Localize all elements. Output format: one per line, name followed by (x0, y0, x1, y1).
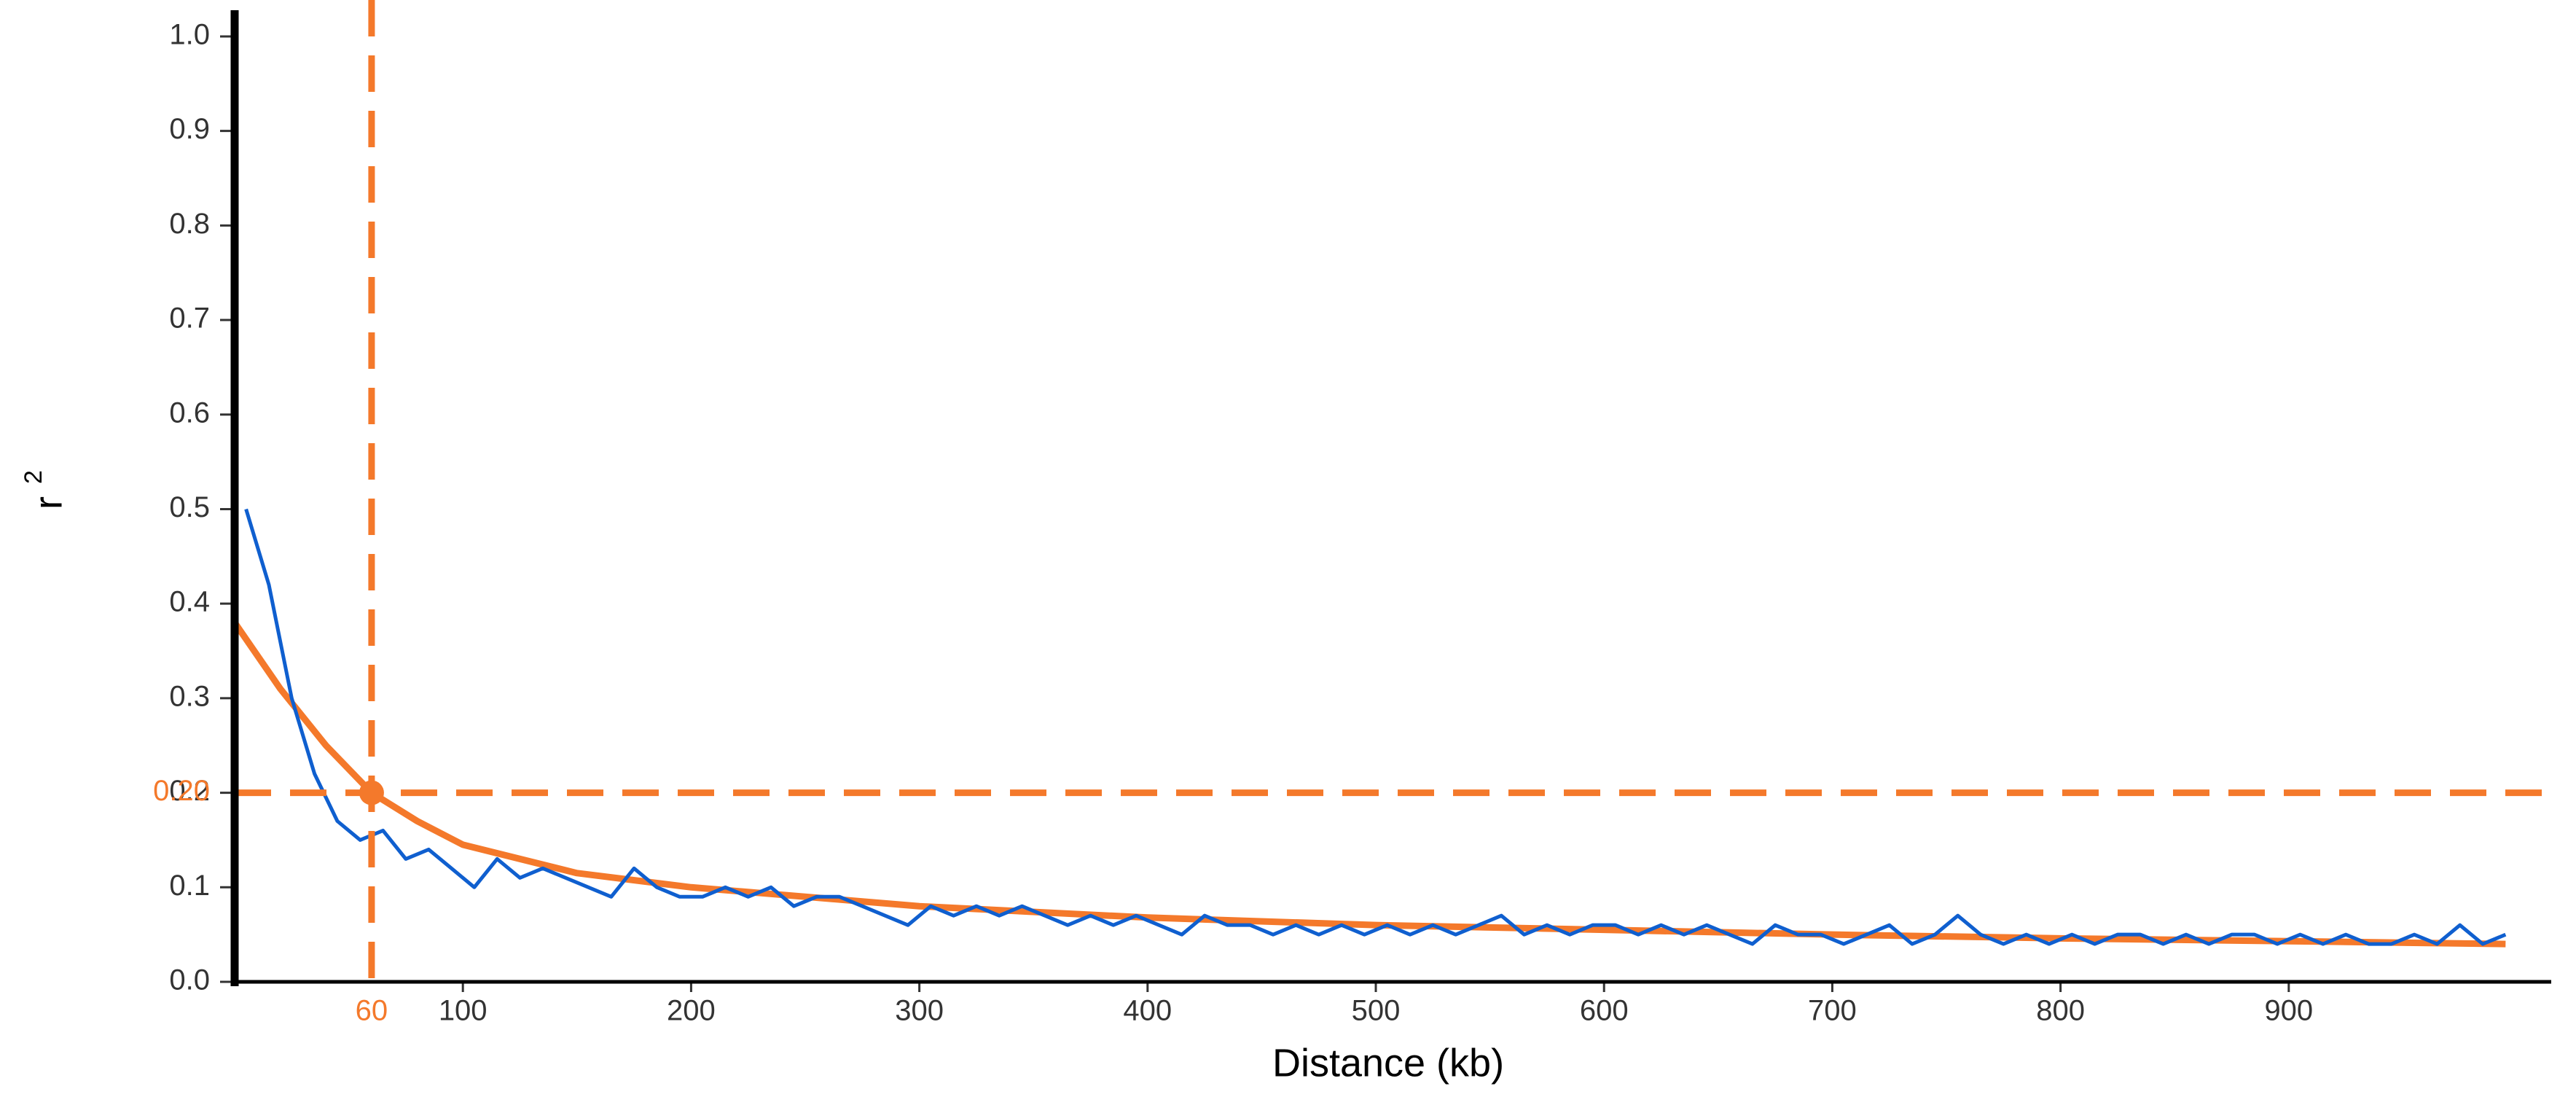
y-tick-label: 0.8 (169, 208, 210, 240)
x-tick-label: 600 (1580, 995, 1629, 1027)
y-tick-label: 0.2 (169, 775, 210, 807)
y-tick-label: 0.0 (169, 964, 210, 996)
fit-line (232, 620, 2506, 948)
y-axis-label: r (26, 496, 70, 510)
x-tick-label: 500 (1352, 995, 1401, 1027)
x-tick-label: 900 (2264, 995, 2313, 1027)
y-tick-label: 0.5 (169, 491, 210, 523)
y-tick-label: 0.4 (169, 586, 210, 618)
x-tick-label: 700 (1808, 995, 1857, 1027)
x-axis-label: Distance (kb) (1272, 1041, 1504, 1085)
threshold-x-label: 60 (356, 995, 388, 1027)
y-tick-label: 0.7 (169, 302, 210, 335)
x-tick-label: 100 (439, 995, 488, 1027)
y-axis-label-superscript: 2 (20, 470, 47, 484)
data-line (244, 508, 2507, 946)
y-tick-label: 0.1 (169, 870, 210, 902)
x-tick-label: 800 (2036, 995, 2085, 1027)
x-tick-label: 400 (1123, 995, 1172, 1027)
x-tick-label: 200 (667, 995, 716, 1027)
y-axis-title: r 2 (20, 470, 70, 510)
threshold-y-label: 0.20 (153, 775, 210, 807)
y-tick-label: 1.0 (169, 19, 210, 51)
threshold-point (359, 780, 384, 805)
y-tick-label: 0.9 (169, 113, 210, 145)
x-tick-label: 300 (895, 995, 944, 1027)
y-tick-label: 0.6 (169, 397, 210, 429)
y-tick-label: 0.3 (169, 680, 210, 712)
